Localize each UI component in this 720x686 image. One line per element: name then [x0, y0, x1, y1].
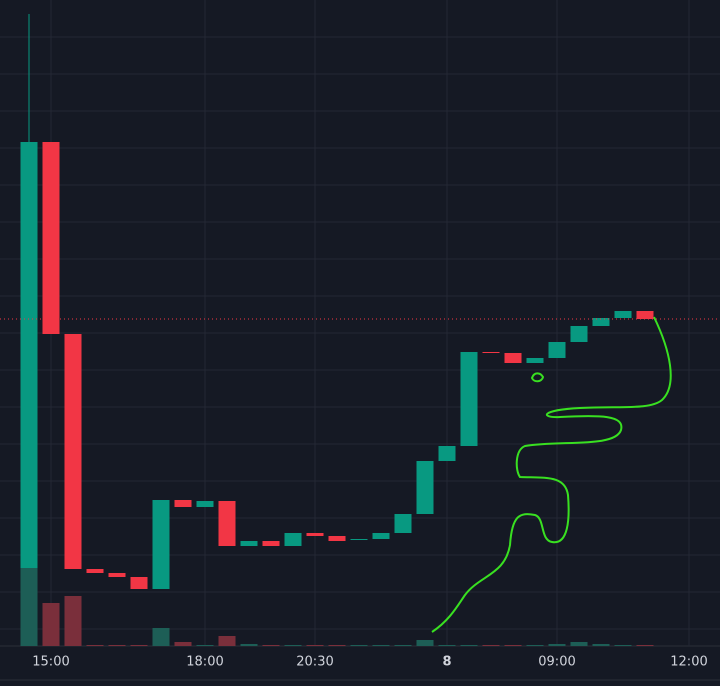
x-tick-label: 20:30 [296, 655, 333, 670]
volume-bar [504, 645, 522, 646]
candle-body [284, 533, 302, 546]
candle-body [130, 577, 148, 589]
volume-bar [526, 645, 544, 646]
volume-bar [394, 645, 412, 646]
volume-bar [460, 645, 478, 646]
candle-body [548, 342, 566, 358]
volume-bar [130, 645, 148, 646]
x-tick-label: 12:00 [670, 655, 707, 670]
candle-body [86, 569, 104, 573]
volume-bar [284, 645, 302, 646]
x-tick-label: 8 [442, 655, 451, 670]
candle-body [482, 352, 500, 353]
volume-bar [570, 642, 588, 646]
annotation-mark [530, 372, 545, 383]
volume-bar [262, 645, 280, 646]
candle-body [108, 573, 126, 577]
candle-body [262, 541, 280, 546]
plot: 15:00 18:00 20:30 8 09:00 12:00 [0, 0, 720, 670]
volume-bar [372, 645, 390, 646]
candle-body [570, 326, 588, 342]
candle-body [64, 334, 82, 569]
volume-bar [350, 645, 368, 646]
candle-body [152, 500, 170, 589]
volume-bar [548, 644, 566, 646]
h-grid [0, 36, 720, 630]
volume-bar [438, 645, 456, 646]
volume-bar [218, 636, 236, 646]
candle-body [218, 501, 236, 546]
volume-bar [482, 645, 500, 646]
volume-bar [614, 645, 632, 646]
volume-bar [416, 640, 434, 646]
candle-body [636, 311, 654, 319]
candle-body [372, 533, 390, 539]
volume-bar [636, 645, 654, 646]
volume-bar [240, 644, 258, 646]
volume-bar [174, 642, 192, 646]
volume-bar [196, 645, 214, 646]
candle-body [526, 358, 544, 363]
candle-body [174, 500, 192, 507]
candle-body [328, 536, 346, 541]
candle-body [196, 501, 214, 507]
candle-body [20, 142, 38, 568]
candle-body [460, 352, 478, 446]
x-tick-label: 18:00 [186, 655, 223, 670]
volume-bar [108, 645, 126, 646]
x-tick-label: 15:00 [32, 655, 69, 670]
candle-body [394, 514, 412, 533]
candle-body [240, 541, 258, 546]
volume-bar [152, 628, 170, 646]
candle-body [416, 461, 434, 514]
candle-body [614, 311, 632, 318]
annotation-drawing [431, 316, 672, 633]
volume-bar [592, 644, 610, 646]
candle-body [350, 539, 368, 540]
candle-body [592, 318, 610, 326]
volume-bar [328, 645, 346, 646]
candle-body [504, 353, 522, 363]
volume-bar [42, 603, 60, 646]
volume-bar [86, 645, 104, 646]
volume-bar [306, 645, 324, 646]
volume-bar [64, 596, 82, 646]
candle-body [306, 533, 324, 536]
candle-body [42, 142, 60, 334]
x-tick-label: 09:00 [538, 655, 575, 670]
candle-body [438, 446, 456, 461]
